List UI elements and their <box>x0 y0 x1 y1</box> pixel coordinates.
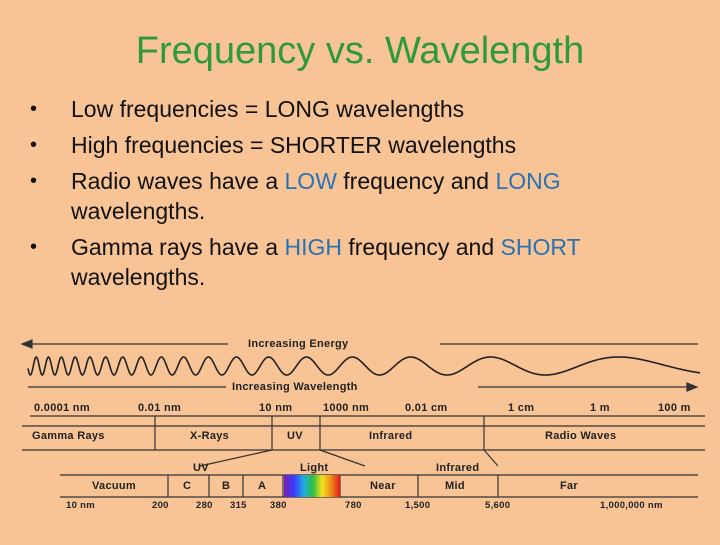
highlight-text: HIGH <box>284 234 342 260</box>
slide-title: Frequency vs. Wavelength <box>135 30 585 72</box>
spectrum-graphic <box>20 339 705 498</box>
scale-label: 0.01 nm <box>138 402 182 414</box>
sub-band-far: Far <box>560 480 579 492</box>
wavelength-arrow <box>28 382 699 392</box>
bullet-text: High frequencies = SHORTER wavelengths <box>71 132 517 158</box>
bullet-dot: • <box>30 170 38 192</box>
sub-scale-label: 380 <box>270 500 287 511</box>
bullet-text: wavelengths. <box>71 198 206 224</box>
scale-label: 0.01 cm <box>405 402 448 414</box>
wave-line <box>27 356 701 376</box>
scale-label: 1 cm <box>508 402 535 414</box>
bullet-text: Radio waves have a <box>71 168 285 194</box>
visible-light-gradient <box>284 475 340 497</box>
band-xray: X-Rays <box>190 430 230 442</box>
highlight-text: LOW <box>284 168 337 194</box>
sub-scale-label: 280 <box>196 500 213 511</box>
bullet-item: • Low frequencies = LONG wavelengths <box>28 94 688 124</box>
bullet-dot: • <box>30 98 38 120</box>
sub-band-a: A <box>258 480 267 492</box>
highlight-text: LONG <box>495 168 561 194</box>
energy-arrow <box>20 339 698 349</box>
scale-label: 100 m <box>658 402 691 414</box>
sub-scale-label: 1,000,000 nm <box>600 500 663 511</box>
sub-band-mid: Mid <box>445 480 465 492</box>
bullet-dot: • <box>30 134 38 156</box>
scale-label: 1 m <box>590 402 610 414</box>
highlight-text: SHORT <box>500 234 581 260</box>
bullet-text: frequency and <box>336 168 496 194</box>
bullet-item: • Gamma rays have a HIGH frequency and SH… <box>28 232 688 292</box>
sub-scale-label: 315 <box>230 500 247 511</box>
sub-scale-label: 10 nm <box>66 500 95 511</box>
band-radio: Radio Waves <box>545 430 617 442</box>
bullet-item: • High frequencies = SHORTER wavelengths <box>28 130 688 160</box>
sub-band-c: C <box>183 480 192 492</box>
sub-scale-label: 780 <box>345 500 362 511</box>
scale-label: 1000 nm <box>323 402 370 414</box>
bullet-text: Low frequencies = LONG wavelengths <box>71 96 465 122</box>
sub-scale-label: 200 <box>152 500 169 511</box>
band-infrared: Infrared <box>369 430 413 442</box>
bullet-text: wavelengths. <box>71 264 206 290</box>
sub-band-vacuum: Vacuum <box>92 480 136 492</box>
bullet-dot: • <box>30 236 38 258</box>
sub-band-near: Near <box>370 480 396 492</box>
sub-scale-label: 1,500 <box>405 500 431 511</box>
wavelength-label: Increasing Wavelength <box>232 381 358 393</box>
band-gamma: Gamma Rays <box>32 430 105 442</box>
scale-label: 0.0001 nm <box>34 402 90 414</box>
sub-header-infrared: Infrared <box>436 462 480 474</box>
scale-label: 10 nm <box>259 402 293 414</box>
sub-header-light: Light <box>300 462 329 474</box>
bullet-item: • Radio waves have a LOW frequency and LO… <box>28 166 688 226</box>
bullet-text: Gamma rays have a <box>71 234 285 260</box>
sub-scale-label: 5,600 <box>485 500 511 511</box>
energy-label: Increasing Energy <box>248 338 349 350</box>
band-uv: UV <box>287 430 303 442</box>
spectrum-diagram: Increasing Energy Increasing Wavelength … <box>0 326 720 540</box>
sub-band-b: B <box>222 480 231 492</box>
bullet-list: • Low frequencies = LONG wavelengths • High… <box>28 94 688 298</box>
sub-header-uv: UV <box>193 462 209 474</box>
bullet-text: frequency and <box>341 234 501 260</box>
